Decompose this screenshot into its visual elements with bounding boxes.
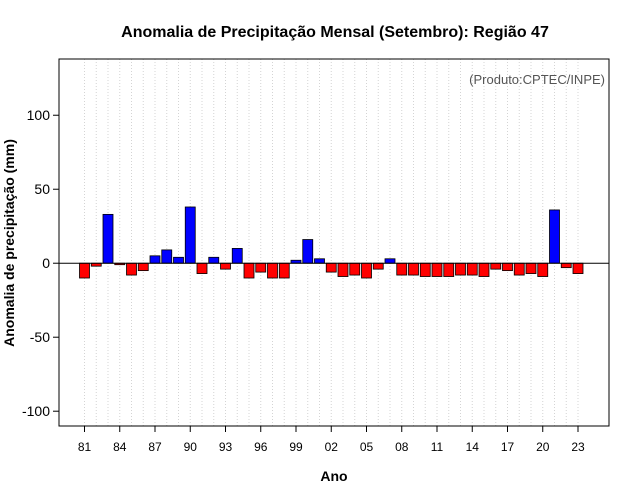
- x-tick-label: 81: [78, 440, 92, 454]
- bar-2023: [572, 262, 584, 274]
- vertical-gridlines: [84, 59, 579, 426]
- y-tick-label: -100: [22, 403, 50, 419]
- x-tick-label: 08: [395, 440, 409, 454]
- x-tick-label: 99: [289, 440, 303, 454]
- bar-2006: [372, 262, 384, 270]
- x-tick-label: 90: [184, 440, 198, 454]
- bar-2016: [490, 262, 502, 270]
- y-tick-label: 0: [42, 255, 50, 271]
- bar-2011: [431, 262, 443, 277]
- y-tick-label: -50: [30, 329, 50, 345]
- bar-2003: [337, 262, 349, 277]
- bar-1995: [243, 262, 255, 279]
- bar-2014: [466, 262, 478, 276]
- bar-2020: [537, 262, 549, 277]
- y-axis-label: Anomalia de precipitação (mm): [1, 139, 17, 347]
- x-tick-label: 14: [466, 440, 480, 454]
- x-tick-label: 02: [325, 440, 339, 454]
- bar-2008: [396, 262, 408, 276]
- plot-area-frame: [58, 58, 610, 427]
- bar-2017: [502, 262, 513, 272]
- bar-1987: [149, 255, 161, 264]
- bar-1992: [208, 256, 220, 264]
- bar-2002: [325, 262, 337, 273]
- y-tick-label: 50: [34, 181, 50, 197]
- bar-2015: [478, 262, 490, 277]
- bar-1991: [196, 262, 208, 274]
- bar-2010: [419, 262, 431, 277]
- chart-title: Anomalia de Precipitação Mensal (Setembr…: [121, 24, 549, 41]
- bar-1988: [161, 249, 173, 264]
- bar-2004: [349, 262, 361, 276]
- x-tick-label: 20: [536, 440, 550, 454]
- bar-2005: [361, 262, 372, 279]
- x-tick-label: 87: [148, 440, 162, 454]
- bar-2001: [314, 258, 325, 264]
- x-tick-label: 23: [571, 440, 585, 454]
- bar-1986: [137, 262, 149, 272]
- bar-2000: [302, 239, 314, 264]
- bar-2007: [384, 258, 396, 264]
- bar-2021: [549, 209, 560, 264]
- x-tick-label: 17: [501, 440, 515, 454]
- x-tick-label: 84: [113, 440, 127, 454]
- bar-1997: [267, 262, 278, 279]
- product-credit: (Produto:CPTEC/INPE): [469, 72, 605, 87]
- x-axis-label: Ano: [320, 468, 347, 484]
- bar-1989: [173, 256, 184, 264]
- bar-1983: [102, 213, 114, 264]
- bars: [79, 206, 584, 279]
- bar-1990: [184, 206, 196, 264]
- y-axis: -100 -50 0 50 100: [22, 107, 59, 419]
- bar-2018: [513, 262, 525, 276]
- x-tick-label: 11: [431, 440, 444, 454]
- bar-2012: [443, 262, 455, 277]
- bar-1998: [278, 262, 290, 279]
- bar-1996: [255, 262, 267, 273]
- x-tick-label: 05: [360, 440, 374, 454]
- bar-1981: [79, 262, 90, 279]
- bar-1985: [126, 262, 137, 276]
- bar-1994: [231, 248, 243, 264]
- x-tick-label: 93: [219, 440, 233, 454]
- bar-2013: [455, 262, 466, 276]
- x-tick-label: 96: [254, 440, 268, 454]
- y-tick-label: 100: [27, 107, 51, 123]
- x-axis: 81 84 87 90 93 96 99 02 05 08 11 14 17 20 23: [78, 426, 585, 454]
- bar-2019: [525, 262, 537, 274]
- bar-2022: [560, 262, 572, 269]
- bar-1993: [220, 262, 231, 270]
- bar-2009: [408, 262, 419, 276]
